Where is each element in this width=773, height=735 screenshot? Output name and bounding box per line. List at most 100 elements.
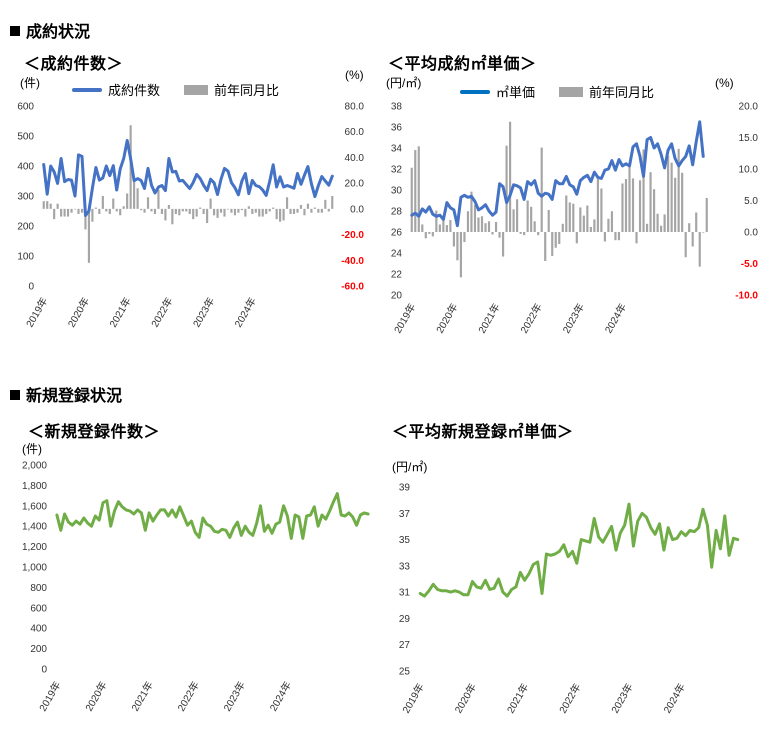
contract-count-right-unit: (%) (345, 68, 364, 82)
series-line (410, 120, 705, 228)
legend-line-label: ㎡単価 (496, 85, 536, 100)
yoy-bar (223, 208, 226, 217)
section-registration-heading: 新規登録状況 (10, 382, 122, 406)
y-tick-label: 0 (41, 665, 47, 676)
yoy-bar (410, 167, 413, 232)
yoy-bar (498, 232, 501, 238)
y-tick-label: 800 (30, 583, 47, 594)
yoy-bar (505, 145, 508, 232)
yoy-bar (670, 162, 673, 232)
yoy-bar (219, 208, 223, 213)
y2-tick-label: -20.0 (341, 230, 364, 241)
yoy-bar (206, 208, 209, 223)
x-tick-label: 2023年 (221, 679, 248, 713)
yoy-bar (438, 224, 441, 232)
yoy-bar (561, 223, 564, 232)
contract-price-right-unit: (%) (715, 76, 734, 90)
y2-tick-label: 20.0 (739, 102, 759, 113)
y2-tick-label: 40.0 (345, 153, 365, 164)
y2-tick-label: 5.0 (744, 196, 758, 207)
yoy-bar (63, 208, 66, 217)
yoy-bar (537, 232, 540, 236)
yoy-bar (631, 178, 635, 232)
yoy-bar (60, 208, 63, 217)
y-tick-label: 24 (391, 249, 403, 260)
yoy-bar (157, 189, 160, 209)
yoy-bar (421, 224, 424, 232)
yoy-bar (105, 208, 108, 212)
y-tick-label: 2,000 (22, 461, 47, 472)
x-tick-label: 2019年 (391, 301, 418, 335)
y-tick-label: 600 (30, 603, 47, 614)
yoy-bar (272, 207, 275, 209)
yoy-bar (261, 208, 264, 217)
yoy-bar (424, 232, 427, 239)
y-tick-label: 400 (30, 624, 47, 635)
y-tick-label: 1,400 (22, 522, 47, 533)
legend-bar-swatch (184, 84, 209, 95)
yoy-bar (310, 208, 313, 213)
yoy-bar (470, 191, 473, 232)
yoy-bar (275, 208, 278, 220)
yoy-bar (317, 208, 320, 213)
legend-line-swatch (460, 89, 490, 94)
registration-price-title: ＜平均新規登録㎡単価＞ (392, 424, 574, 441)
yoy-bar (579, 207, 582, 232)
yoy-bar (428, 232, 431, 234)
series-line (55, 492, 370, 540)
yoy-bar (212, 208, 216, 216)
yoy-bar (642, 149, 645, 232)
yoy-bar (526, 200, 529, 232)
contract-count-legend: 成約件数 前年同月比 (72, 80, 279, 99)
y-tick-label: 37 (399, 509, 411, 520)
yoy-bar (628, 165, 631, 232)
yoy-bar (174, 208, 177, 214)
yoy-bar (442, 218, 445, 232)
registration-price-left-unit: (円/㎡) (392, 460, 428, 474)
yoy-bar (279, 208, 282, 222)
yoy-bar (660, 225, 663, 232)
yoy-bar (216, 208, 219, 218)
x-tick-label: 2024年 (232, 295, 259, 329)
yoy-bar (192, 208, 195, 220)
legend-bar-swatch (559, 86, 584, 97)
yoy-bar (435, 210, 438, 232)
yoy-bar (607, 218, 610, 232)
y-tick-label: 30 (391, 186, 403, 197)
y-tick-label: 1,200 (22, 542, 47, 553)
series-line (418, 502, 740, 598)
yoy-bar (494, 221, 498, 232)
section-contract-label: 成約状況 (26, 24, 91, 41)
yoy-bar (452, 232, 455, 247)
yoy-bar (185, 208, 188, 212)
yoy-bar (491, 232, 494, 235)
yoy-bar (512, 209, 515, 232)
yoy-bar (414, 150, 417, 232)
x-tick-label: 2022年 (517, 301, 544, 335)
x-tick-label: 2022年 (174, 679, 201, 713)
yoy-bar (119, 208, 122, 216)
yoy-bar (265, 208, 268, 214)
yoy-bar (530, 206, 533, 232)
yoy-bar (645, 223, 649, 232)
yoy-bar (164, 208, 167, 221)
yoy-bar (285, 197, 289, 209)
yoy-bar (226, 208, 230, 210)
yoy-bar (575, 232, 578, 244)
y-tick-label: 26 (391, 228, 403, 239)
yoy-bar (244, 208, 247, 217)
yoy-bar (674, 177, 677, 232)
yoy-bar (292, 208, 296, 214)
yoy-bar (614, 232, 617, 241)
y2-tick-label: 80.0 (345, 102, 365, 113)
yoy-bar (202, 208, 205, 214)
yoy-bar (544, 232, 547, 261)
yoy-bar (582, 215, 585, 232)
yoy-bar (306, 203, 310, 209)
yoy-bar (108, 208, 111, 214)
x-tick-label: 2024年 (602, 301, 629, 335)
yoy-bar (516, 199, 519, 232)
yoy-bar (589, 226, 592, 232)
yoy-bar (303, 208, 306, 216)
yoy-bar (667, 155, 670, 232)
